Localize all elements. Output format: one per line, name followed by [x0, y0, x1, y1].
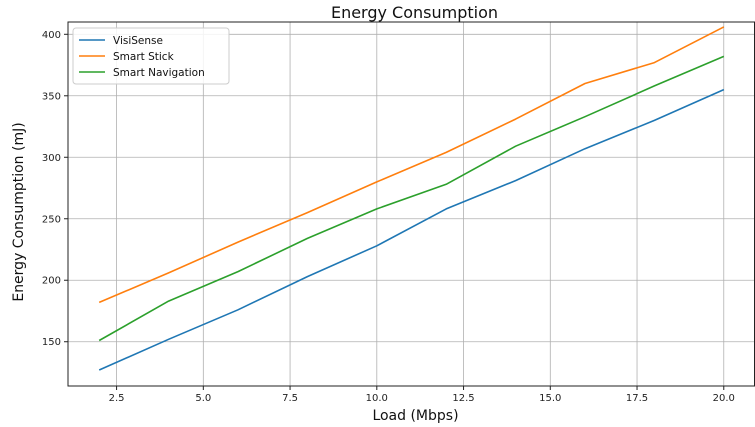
x-tick-label: 17.5 — [626, 393, 648, 404]
x-axis-label: Load (Mbps) — [372, 408, 458, 424]
y-tick-label: 250 — [42, 214, 61, 225]
x-tick-label: 12.5 — [452, 393, 474, 404]
series-line-smart-navigation — [98, 55, 725, 342]
series-line-smart-stick — [98, 26, 725, 304]
y-tick-label: 300 — [42, 153, 61, 164]
y-tick-label: 400 — [42, 30, 61, 41]
y-axis-label: Energy Consumption (mJ) — [11, 122, 27, 301]
x-tick-label: 15.0 — [539, 393, 561, 404]
grid — [68, 22, 755, 386]
series-line-visisense — [98, 88, 725, 371]
y-tick-label: 150 — [42, 337, 61, 348]
chart-title: Energy Consumption — [331, 3, 498, 22]
series-lines — [98, 26, 725, 371]
x-tick-label: 20.0 — [713, 393, 735, 404]
legend: VisiSense Smart Stick Smart Navigation — [72, 27, 230, 85]
axis-ticks: 2.5 5.0 7.5 10.0 12.5 15.0 17.5 20.0 150 200 250 30… — [42, 30, 735, 404]
legend-entry-label: VisiSense — [113, 35, 163, 47]
legend-box — [72, 27, 230, 85]
x-tick-label: 2.5 — [109, 393, 125, 404]
legend-entry-label: Smart Stick — [113, 51, 175, 63]
legend-entry-label: Smart Navigation — [113, 67, 205, 79]
x-tick-label: 10.0 — [366, 393, 388, 404]
y-tick-label: 350 — [42, 91, 61, 102]
y-tick-label: 200 — [42, 276, 61, 287]
x-tick-label: 7.5 — [282, 393, 298, 404]
x-tick-label: 5.0 — [195, 393, 211, 404]
